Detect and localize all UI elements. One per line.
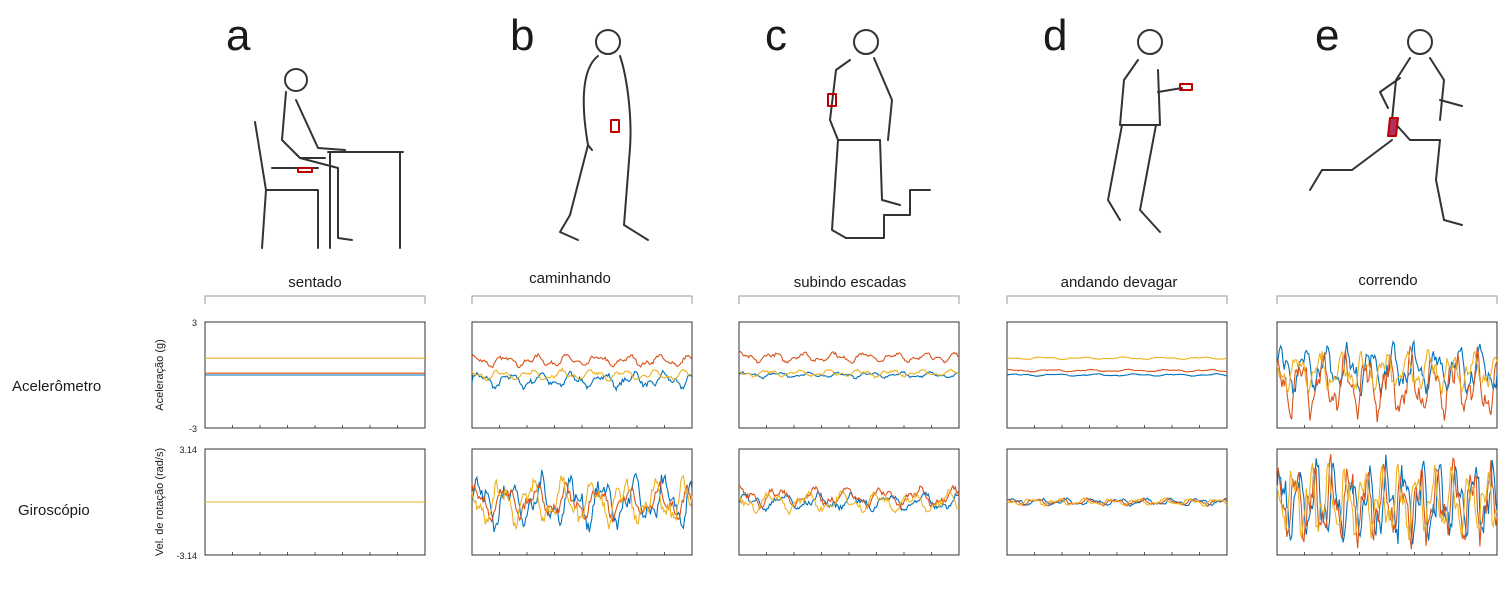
activity-label-subindo-escadas: subindo escadas xyxy=(793,274,907,291)
panel-letter-b: b xyxy=(510,11,535,60)
series-gyroscope-1-0 xyxy=(471,469,693,533)
panel-letter-d: d xyxy=(1043,11,1068,60)
activity-label-andando-devagar: andando devagar xyxy=(1060,274,1178,291)
series-gyroscope-1-2 xyxy=(471,474,693,531)
series-gyroscope-4-0 xyxy=(1276,454,1498,545)
series-accelerometer-3-1 xyxy=(1006,368,1228,373)
panel-letter-c: c xyxy=(765,11,787,60)
series-gyroscope-1-1 xyxy=(471,480,693,523)
ytick-top-gyroscope: 3.14 xyxy=(179,445,197,455)
phone-icon-c xyxy=(827,93,837,107)
activity-label-sentado: sentado xyxy=(288,274,342,291)
bracket-0 xyxy=(204,295,426,304)
series-gyroscope-4-1 xyxy=(1276,454,1498,550)
series-accelerometer-4-1 xyxy=(1276,344,1498,423)
panel-letter-e: e xyxy=(1315,11,1340,60)
series-accelerometer-2-1 xyxy=(738,350,960,364)
series-gyroscope-2-0 xyxy=(738,490,960,513)
phone-icon-e xyxy=(1387,117,1399,137)
phone-icon-a xyxy=(297,167,313,173)
series-accelerometer-4-0 xyxy=(1276,339,1498,398)
series-accelerometer-1-2 xyxy=(471,367,693,382)
ylabel-accelerometer: Aceleração (g) xyxy=(154,339,166,411)
ytick-bottom-gyroscope: -3.14 xyxy=(176,551,197,561)
series-gyroscope-3-2 xyxy=(1006,496,1228,508)
series-accelerometer-3-0 xyxy=(1007,373,1228,377)
phone-icon-d xyxy=(1179,83,1193,91)
row-label-gyroscope: Giroscópio xyxy=(18,502,90,519)
bracket-2 xyxy=(738,295,960,304)
series-accelerometer-2-0 xyxy=(738,370,960,380)
series-accelerometer-3-2 xyxy=(1006,356,1228,361)
series-accelerometer-2-2 xyxy=(738,368,960,379)
series-gyroscope-4-2 xyxy=(1276,462,1498,541)
series-accelerometer-4-2 xyxy=(1276,349,1498,395)
ytick-top-accelerometer: 3 xyxy=(192,318,197,328)
ytick-bottom-accelerometer: -3 xyxy=(189,424,197,434)
walking-slow-person-illustration xyxy=(1107,29,1183,233)
series-gyroscope-2-1 xyxy=(738,484,960,511)
series-accelerometer-1-1 xyxy=(471,352,693,369)
series-accelerometer-1-0 xyxy=(471,369,693,392)
activity-illustrations xyxy=(254,29,1463,249)
series-gyroscope-2-2 xyxy=(738,489,960,516)
bracket-1 xyxy=(471,295,693,304)
phone-icon-b xyxy=(610,119,620,133)
walking-person-illustration xyxy=(559,29,649,241)
climbing-person-illustration xyxy=(829,29,931,239)
activity-label-correndo: correndo xyxy=(1358,272,1418,289)
activity-label-caminhando: caminhando xyxy=(529,270,611,287)
panel-letter-a: a xyxy=(226,11,251,60)
axes-accelerometer-1 xyxy=(471,321,693,429)
sitting-person-illustration xyxy=(254,68,404,249)
ylabel-gyroscope: Vel. de rotação (rad/s) xyxy=(154,448,166,556)
bracket-4 xyxy=(1276,295,1498,304)
row-label-accelerometer: Acelerômetro xyxy=(12,378,102,395)
bracket-3 xyxy=(1006,295,1228,304)
